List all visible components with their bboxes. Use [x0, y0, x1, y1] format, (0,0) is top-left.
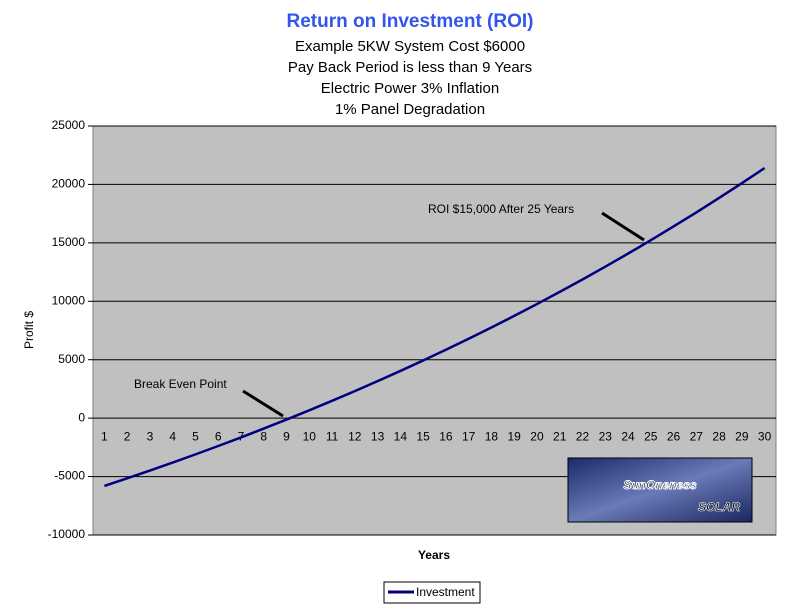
x-tick-label: 3 [147, 429, 154, 443]
x-tick-label: 10 [303, 429, 317, 443]
logo: SunOneness SOLAR [567, 457, 753, 523]
x-tick-label: 23 [599, 429, 613, 443]
x-tick-label: 21 [553, 429, 567, 443]
logo-box [567, 457, 753, 523]
x-tick-label: 29 [735, 429, 749, 443]
x-tick-label: 24 [621, 429, 635, 443]
x-tick-label: 22 [576, 429, 590, 443]
x-tick-label: 6 [215, 429, 222, 443]
x-tick-label: 25 [644, 429, 658, 443]
y-tick-label: 20000 [52, 177, 86, 191]
x-tick-label: 14 [394, 429, 408, 443]
x-tick-label: 17 [462, 429, 476, 443]
y-tick-label: 0 [78, 410, 85, 424]
x-axis-label: Years [418, 548, 450, 562]
y-tick-label: 5000 [58, 352, 85, 366]
x-tick-label: 5 [192, 429, 199, 443]
subtitle: Example 5KW System Cost $6000 [295, 38, 525, 55]
annotation: ROI $15,000 After 25 Years [428, 202, 574, 216]
annotation: Break Even Point [134, 377, 227, 391]
legend-label: Investment [416, 585, 475, 599]
x-tick-label: 12 [348, 429, 362, 443]
legend-box [383, 581, 481, 604]
x-tick-label: 4 [169, 429, 176, 443]
x-tick-label: 19 [508, 429, 522, 443]
y-tick-label: -10000 [48, 527, 86, 541]
x-tick-label: 13 [371, 429, 385, 443]
line [103, 166, 766, 488]
x-tick-label: 16 [439, 429, 453, 443]
y-tick-label: 15000 [52, 235, 86, 249]
annotation-arrow [242, 389, 284, 418]
x-tick-label: 20 [530, 429, 544, 443]
x-tick-label: 30 [758, 429, 772, 443]
subtitle: 1% Panel Degradation [335, 101, 485, 118]
x-tick-label: 1 [101, 429, 108, 443]
x-tick-label: 11 [326, 429, 339, 443]
x-tick-label: 2 [124, 429, 131, 443]
x-tick-label: 8 [260, 429, 267, 443]
x-tick-label: 27 [690, 429, 704, 443]
y-tick-label: 25000 [52, 118, 86, 132]
y-axis-label: Profit $ [22, 311, 36, 349]
x-tick-label: 28 [712, 429, 726, 443]
x-tick-label: 15 [416, 429, 430, 443]
subtitle: Electric Power 3% Inflation [321, 80, 499, 97]
y-tick-label: 10000 [52, 293, 86, 307]
x-tick-label: 26 [667, 429, 681, 443]
x-tick-label: 18 [485, 429, 499, 443]
annotation-arrow [601, 211, 645, 242]
logo-sub: SOLAR [698, 500, 740, 514]
y-tick-label: -5000 [54, 469, 85, 483]
chart-title: Return on Investment (ROI) [286, 11, 533, 32]
logo-name: SunOneness [623, 478, 697, 492]
subtitle: Pay Back Period is less than 9 Years [288, 59, 532, 76]
x-tick-label: 9 [283, 429, 290, 443]
